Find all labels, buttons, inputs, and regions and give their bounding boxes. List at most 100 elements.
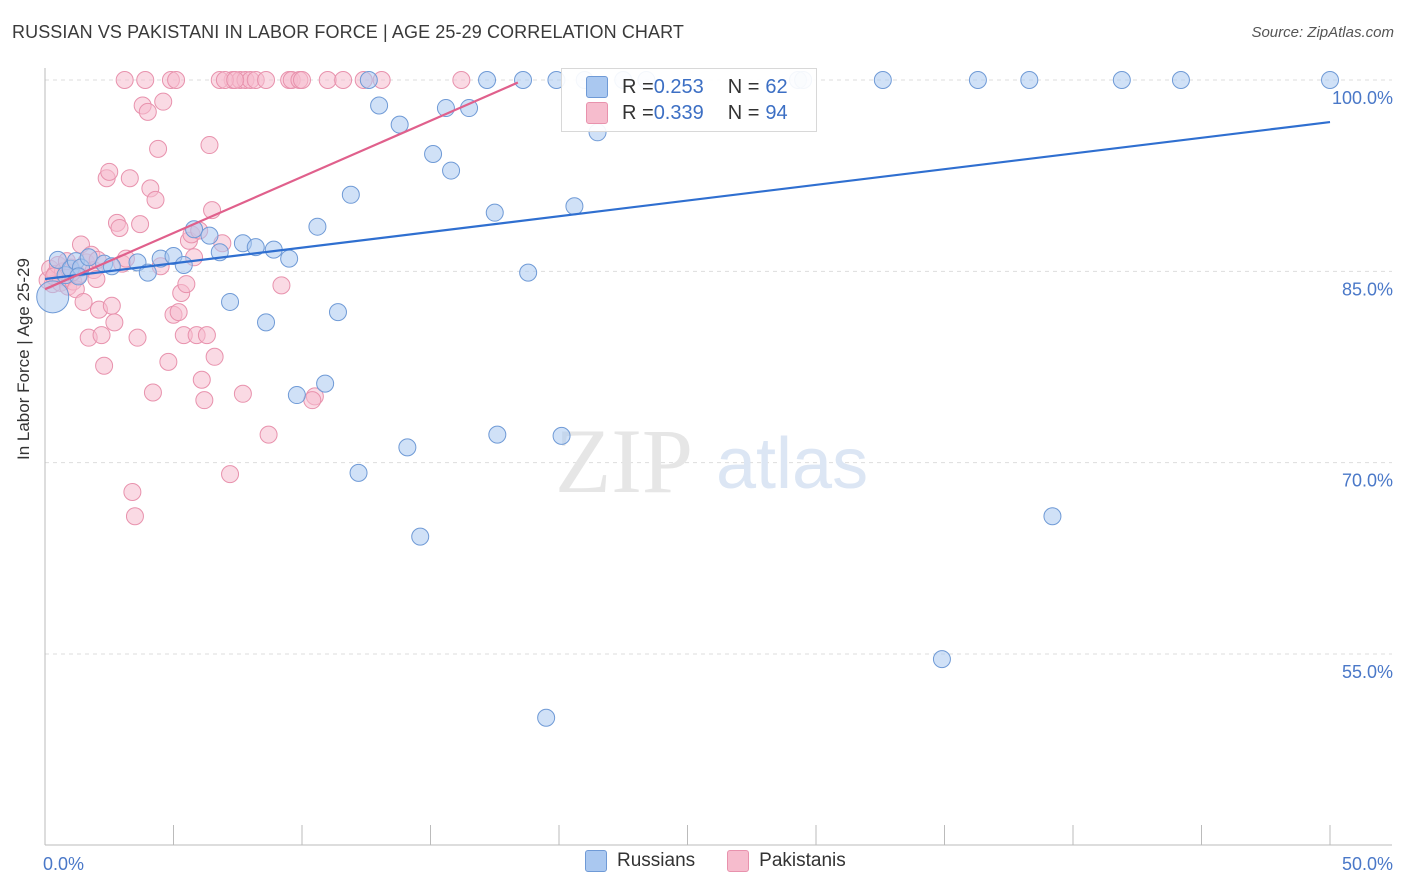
pakistani-point <box>452 71 471 89</box>
stats-legend: R = 0.253 N = 62 R = 0.339 N = 94 <box>561 68 817 132</box>
pakistani-point <box>128 328 147 347</box>
trendlines <box>44 81 1331 291</box>
source-note: Source: ZipAtlas.com <box>1251 24 1394 41</box>
pakistani-point <box>334 71 353 89</box>
pakistani-points <box>38 71 471 526</box>
pakistani-point <box>87 269 106 288</box>
russian-point <box>1020 71 1039 89</box>
pakistanis-r-label: R = <box>622 101 654 124</box>
legend-row-russians: R = 0.253 N = 62 <box>586 75 788 99</box>
russian-point <box>552 426 571 445</box>
russians-n-label: N = <box>727 75 760 98</box>
pakistani-point <box>205 347 224 366</box>
axes <box>44 68 1392 846</box>
pakistanis-legend-swatch <box>727 850 750 872</box>
pakistani-point <box>138 102 157 121</box>
legend-item-russians[interactable]: Russians <box>585 850 695 872</box>
russian-point <box>287 386 306 405</box>
russian-point <box>308 217 327 236</box>
russian-point <box>200 226 219 245</box>
pakistanis-r-value: 0.339 <box>653 101 704 124</box>
pakistani-point <box>257 71 276 89</box>
russian-point <box>48 250 67 269</box>
y-tick-label-55: 55.0% <box>1342 662 1393 682</box>
russian-point <box>36 280 70 314</box>
russian-point <box>349 463 368 482</box>
russians-swatch <box>586 76 608 98</box>
russian-point <box>424 144 443 163</box>
pakistanis-legend-label: Pakistanis <box>759 850 846 871</box>
russian-point <box>932 650 951 669</box>
russian-point <box>442 161 461 180</box>
russians-r-label: R = <box>622 75 654 98</box>
pakistani-point <box>154 92 173 111</box>
pakistani-trendline <box>44 81 519 291</box>
x-tick-label-min: 0.0% <box>43 854 84 874</box>
russian-point <box>174 255 193 274</box>
russian-point <box>478 71 497 89</box>
russian-point <box>1171 71 1190 89</box>
russian-point <box>246 238 265 257</box>
chart-title: RUSSIAN VS PAKISTANI IN LABOR FORCE | AG… <box>12 22 684 42</box>
pakistani-point <box>259 425 278 444</box>
russian-point <box>519 263 538 282</box>
russian-point <box>257 313 276 332</box>
pakistani-point <box>167 71 186 89</box>
pakistani-point <box>131 215 150 234</box>
pakistani-point <box>169 303 188 322</box>
pakistani-point <box>272 276 291 295</box>
russian-point <box>565 197 584 216</box>
pakistani-point <box>115 71 134 89</box>
y-tick-label-85: 85.0% <box>1342 279 1393 299</box>
pakistani-point <box>221 465 240 484</box>
russian-point <box>316 374 335 393</box>
pakistani-point <box>136 71 155 89</box>
pakistanis-n-label: N = <box>727 101 760 124</box>
russian-point <box>398 438 417 457</box>
pakistani-point <box>197 326 216 345</box>
series-legend: Russians Pakistanis <box>585 850 878 872</box>
pakistani-point <box>146 190 165 209</box>
russian-point <box>138 263 157 282</box>
russians-legend-swatch <box>585 850 607 872</box>
legend-item-pakistanis[interactable]: Pakistanis <box>727 850 846 872</box>
russian-point <box>411 527 430 546</box>
russians-r-value: 0.253 <box>653 75 704 98</box>
russians-legend-label: Russians <box>617 850 696 871</box>
pakistanis-swatch <box>586 102 608 124</box>
x-tick-label-max: 50.0% <box>1342 854 1393 874</box>
pakistani-point <box>110 218 129 237</box>
pakistani-point <box>159 352 178 371</box>
watermark-zip: ZIP <box>555 410 693 512</box>
pakistani-point <box>192 370 211 389</box>
russian-point <box>514 71 533 89</box>
russian-point <box>341 185 360 204</box>
russian-point <box>968 71 987 89</box>
pakistani-point <box>105 313 124 332</box>
watermark-atlas: atlas <box>716 424 868 504</box>
pakistani-point <box>303 391 322 410</box>
russian-points <box>36 71 1339 727</box>
pakistani-point <box>92 326 111 345</box>
russian-point <box>221 292 240 311</box>
y-tick-label-70: 70.0% <box>1342 471 1393 491</box>
pakistani-point <box>102 296 121 315</box>
russian-point <box>537 708 556 727</box>
pakistani-point <box>177 275 196 294</box>
russian-point <box>280 249 299 268</box>
russian-point <box>328 303 347 322</box>
russian-point <box>485 203 504 222</box>
pakistani-point <box>143 383 162 402</box>
pakistani-point <box>95 356 114 375</box>
russians-n-value: 62 <box>765 75 788 98</box>
pakistani-point <box>195 391 214 410</box>
grid-lines <box>45 79 1392 655</box>
russian-point <box>1112 71 1131 89</box>
tick-labels: 55.0% 70.0% 85.0% 100.0% 0.0% 50.0% <box>43 88 1393 874</box>
pakistani-point <box>293 71 311 89</box>
russian-point <box>1043 507 1062 526</box>
russian-point <box>1321 71 1339 89</box>
pakistani-point <box>233 384 252 403</box>
russian-point <box>873 71 892 89</box>
pakistani-point <box>100 162 119 181</box>
